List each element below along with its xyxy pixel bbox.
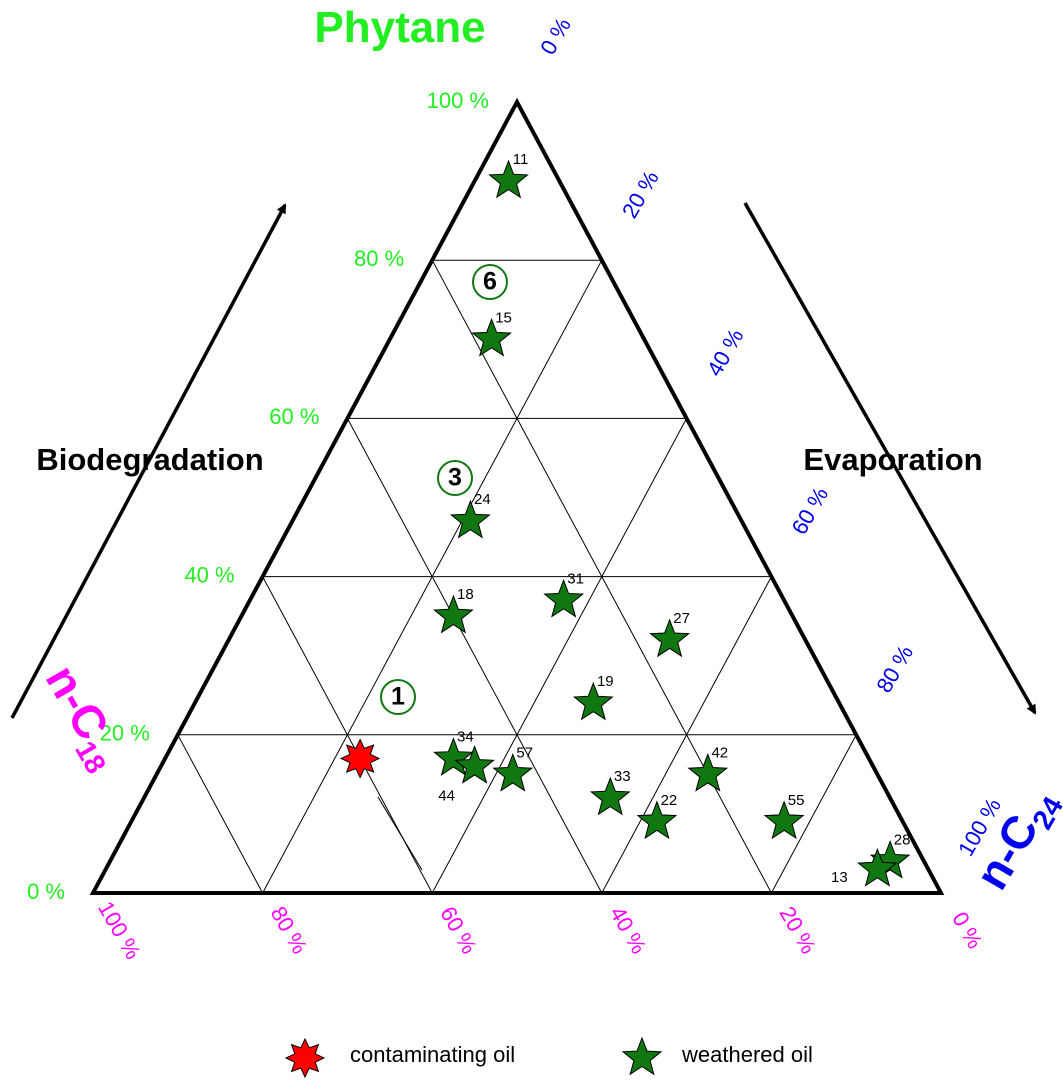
point-label: 57 [516,744,533,761]
annotation: Evaporation [803,442,982,477]
grid-line [770,734,857,894]
weathered-oil-marker [589,776,631,816]
region-label: 6 [483,268,497,296]
weathered-oil-marker [449,499,491,539]
point-label: 44 [438,787,455,804]
point-label: 34 [457,728,474,745]
point-label: 18 [457,586,474,603]
phytane-tick-label: 80 % [354,246,404,271]
phytane-tick-label: 100 % [427,88,489,113]
grid-line [177,734,264,894]
point-label: 24 [474,491,491,508]
weathered-oil-marker [471,317,512,357]
axis-title-main: Phytane [314,3,485,52]
biodegradation-arrow [10,203,287,719]
legend-marker [284,1037,326,1079]
region-label: 1 [391,683,405,711]
point-label: 28 [894,831,911,848]
legend-marker [621,1036,663,1076]
point-label: 15 [495,309,512,326]
phytane-tick-label: 40 % [184,562,234,587]
nc24-tick-label: 60 % [787,483,834,539]
point-label: 13 [831,869,848,886]
point-label: 42 [711,744,728,761]
grid-line [262,576,433,894]
point-label: 33 [614,768,631,785]
point-label: 31 [567,570,584,587]
weathered-oil-marker [492,752,534,792]
point-label: 55 [788,792,805,809]
region-circle [380,679,416,715]
weathered-oil-marker [488,159,529,199]
nc24-tick-label: 40 % [702,325,749,381]
weathered-oil-marker [857,847,898,887]
nc18-tick-label: 60 % [435,902,482,958]
point-label: 22 [661,792,678,809]
contaminating-oil-marker [339,738,381,779]
region-circle [472,264,508,300]
triangle-frame [89,97,945,895]
nc18-tick-label: 20 % [774,902,821,958]
phytane-tick-label: 0 % [27,879,65,904]
annotation: Biodegradation [36,442,263,477]
weathered-oil-marker [636,800,678,840]
nc24-tick-label: 80 % [871,641,918,697]
nc24-tick-label: 20 % [617,166,664,222]
axis-title: n-C18 [30,656,135,779]
nc18-tick-label: 80 % [266,902,313,958]
nc24-tick-label: 0 % [535,13,576,58]
axis-title: Phytane [314,3,485,52]
weathered-oil-marker [433,594,474,634]
weathered-oil-marker [687,752,729,792]
grid-line [346,418,603,894]
point-label: 11 [513,151,529,168]
region-label: 3 [448,464,462,492]
grid-line [431,418,688,894]
phytane-tick-label: 60 % [269,404,319,429]
nc18-tick-label: 0 % [947,907,988,952]
region-circle [437,460,473,496]
nc18-tick-label: 100 % [93,897,146,964]
weathered-oil-marker [454,744,495,784]
weathered-oil-marker [572,681,614,721]
weathered-oil-marker [763,800,805,840]
legend-label: contaminating oil [350,1042,515,1067]
point-label: 19 [597,673,614,690]
point-label: 27 [673,610,690,627]
weathered-oil-marker [433,737,474,776]
legend-label: weathered oil [681,1042,813,1067]
evaporation-arrow [743,202,1037,715]
phytane-tick-label: 20 % [100,721,150,746]
weathered-oil-marker [543,578,585,618]
weathered-oil-marker [649,618,691,658]
nc18-tick-label: 40 % [605,902,652,958]
